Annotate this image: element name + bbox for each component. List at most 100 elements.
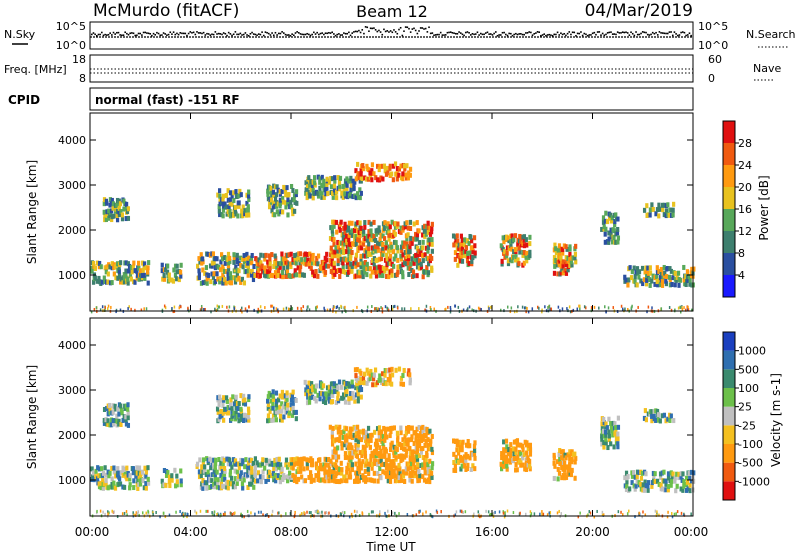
power-colorbar-label: Power [dB]	[757, 175, 771, 240]
echo-cell	[276, 187, 280, 193]
echo-cell	[136, 485, 140, 491]
echo-cell	[430, 241, 434, 247]
colorbar-tick-label: -500	[738, 457, 763, 470]
echo-cell	[232, 275, 236, 281]
echo-cell	[360, 452, 364, 458]
echo-cell	[289, 460, 294, 466]
velocity-colorbar-label: Velocity [m s-1]	[769, 373, 783, 467]
noise-point	[666, 32, 669, 35]
echo-cell	[692, 266, 696, 272]
echo-cell	[312, 190, 316, 196]
echo-cell	[280, 466, 284, 472]
echo-cell	[600, 421, 604, 427]
echo-cell	[122, 466, 126, 472]
echo-cell	[343, 474, 347, 480]
echo-cell	[260, 263, 264, 269]
echo-cell	[349, 457, 353, 463]
echo-cell	[499, 308, 502, 312]
echo-cell	[387, 228, 391, 234]
echo-cell	[430, 433, 434, 439]
echo-cell	[122, 279, 127, 285]
echo-cell	[372, 265, 376, 271]
echo-cell	[258, 474, 263, 480]
echo-cell	[281, 209, 285, 215]
echo-cell	[101, 485, 105, 491]
echo-cell	[297, 251, 301, 257]
echo-cell	[682, 483, 686, 489]
echo-cell	[308, 251, 312, 257]
echo-cell	[614, 425, 618, 431]
echo-cell	[210, 478, 214, 484]
echo-cell	[365, 437, 369, 443]
noise-point	[521, 33, 524, 36]
echo-cell	[124, 417, 128, 423]
echo-cell	[667, 274, 672, 280]
echo-cell	[231, 512, 233, 516]
echo-cell	[284, 256, 288, 262]
noise-point	[600, 34, 602, 36]
echo-cell	[110, 280, 114, 286]
echo-cell	[554, 249, 559, 255]
echo-cell	[405, 425, 409, 431]
echo-cell	[345, 264, 349, 270]
echo-cell	[502, 439, 506, 445]
noise-point	[329, 32, 332, 34]
echo-cell	[453, 241, 457, 247]
echo-cell	[673, 282, 677, 288]
echo-cell	[517, 261, 521, 267]
echo-cell	[456, 238, 460, 244]
echo-cell	[356, 273, 360, 279]
echo-cell	[285, 393, 289, 399]
noise-point	[631, 32, 634, 35]
echo-cell	[644, 483, 648, 489]
noise-point	[394, 31, 397, 33]
echo-cell	[338, 434, 342, 440]
echo-cell	[136, 512, 139, 516]
echo-cell	[230, 481, 234, 487]
echo-cell	[577, 515, 580, 519]
echo-cell	[228, 213, 233, 219]
echo-cell	[270, 304, 272, 308]
echo-cell	[280, 469, 284, 475]
noise-point	[169, 31, 172, 34]
echo-cell	[327, 263, 331, 269]
echo-cell	[218, 188, 222, 194]
echo-cell	[350, 454, 354, 460]
echo-cell	[464, 454, 468, 460]
echo-cell	[349, 450, 353, 456]
echo-cell	[111, 201, 115, 207]
echo-cell	[460, 447, 464, 453]
echo-cell	[336, 391, 340, 397]
echo-cell	[286, 201, 290, 207]
echo-cell	[311, 462, 315, 468]
noise-point	[316, 31, 318, 34]
echo-cell	[342, 250, 346, 256]
echo-cell	[223, 484, 227, 490]
echo-cell	[363, 220, 367, 226]
echo-cell	[409, 425, 413, 431]
echo-cell	[164, 515, 167, 519]
echo-cell	[198, 457, 202, 463]
echo-cell	[241, 204, 245, 210]
echo-cell	[223, 406, 227, 412]
echo-cell	[465, 238, 470, 244]
echo-cell	[273, 259, 277, 265]
echo-cell	[347, 396, 351, 402]
echo-cell	[421, 245, 425, 251]
noise-point	[493, 32, 495, 35]
echo-cell	[356, 384, 361, 390]
echo-cell	[635, 474, 639, 480]
echo-cell	[354, 478, 358, 484]
echo-cell	[399, 375, 404, 381]
noise-point	[277, 32, 280, 35]
echo-cell	[104, 478, 108, 484]
echo-cell	[287, 261, 291, 267]
noise-point	[157, 32, 160, 35]
echo-cell	[246, 204, 250, 210]
echo-cell	[479, 307, 481, 311]
echo-cell	[401, 262, 405, 268]
echo-cell	[282, 472, 286, 478]
echo-cell	[356, 387, 360, 393]
echo-cell	[228, 468, 233, 474]
echo-cell	[473, 466, 477, 472]
